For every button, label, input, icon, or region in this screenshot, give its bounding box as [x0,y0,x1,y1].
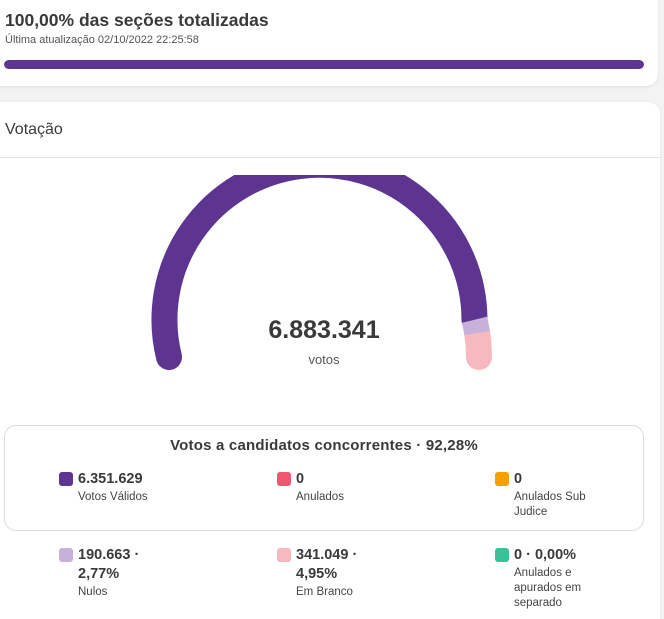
legend-swatch [277,472,291,486]
stat-value: 0 [296,471,305,487]
stat-value: 0 · 0,00% [514,547,577,563]
totalization-title: 100,00% das seções totalizadas [5,10,269,30]
last-update-text: Última atualização 02/10/2022 22:25:58 [5,34,199,46]
stat-anulados: 0 Anulados [277,470,437,505]
stat-label: Anulados Sub Judice [514,491,586,518]
stat-value: 6.351.629 [78,471,143,487]
stat-em-branco: 341.049 · 4,95% Em Branco [277,546,377,600]
voting-card [0,102,660,619]
stat-votos-validos: 6.351.629 Votos Válidos [59,470,219,505]
legend-swatch [495,472,509,486]
total-votes: 6.883.341 [268,316,380,344]
total-votes-unit: votos [308,352,340,367]
gauge-nulos-arc [461,316,490,336]
totalization-progress-bar [4,60,644,69]
stat-anulados-sub-judice: 0 Anulados Sub Judice [495,470,605,520]
stat-label: Votos Válidos [78,491,148,503]
stat-label: Anulados [296,491,344,503]
stat-label: Anulados e apurados em separado [514,567,582,609]
progress-fill [4,60,644,69]
totalization-card [0,0,658,86]
legend-swatch [59,548,73,562]
stat-value: 0 [514,471,523,487]
legend-swatch [277,548,291,562]
stat-value: 341.049 · 4,95% [296,547,358,582]
stat-label: Em Branco [296,586,353,598]
stat-value: 190.663 · 2,77% [78,547,140,582]
gauge-branco-arc [464,319,492,370]
legend-swatch [59,472,73,486]
stat-anulados-separado: 0 · 0,00% Anulados e apurados em separad… [495,546,605,611]
stat-label: Nulos [78,586,108,598]
divider [0,157,660,158]
gauge-valid-arc [151,175,488,370]
stat-nulos: 190.663 · 2,77% Nulos [59,546,159,600]
votes-gauge [151,175,492,370]
candidate-votes-title: Votos a candidatos concorrentes · 92,28% [170,437,478,454]
candidate-votes-box [4,425,644,531]
legend-swatch [495,548,509,562]
section-title: Votação [5,121,63,138]
